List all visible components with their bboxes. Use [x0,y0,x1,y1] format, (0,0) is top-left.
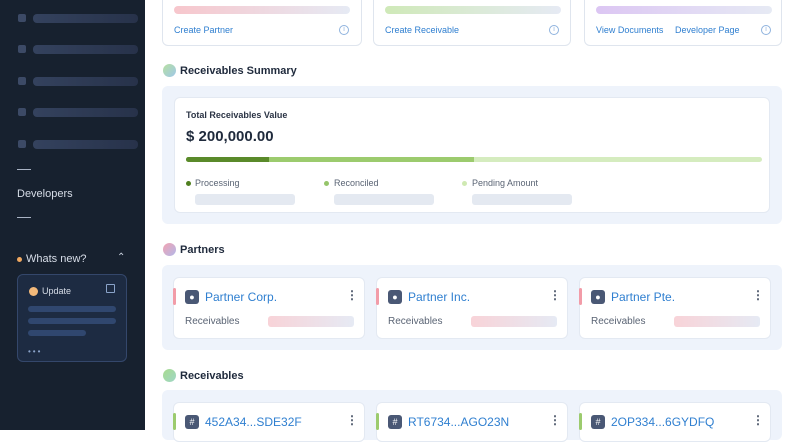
progress-reconciled [186,157,474,162]
partner-label: Receivables [591,316,646,327]
nav-icon [18,108,26,116]
section-icon [163,64,176,77]
skeleton [472,194,572,205]
nav-item[interactable] [33,140,138,149]
partner-avatar: ● [388,290,402,304]
info-icon[interactable]: i [761,25,771,35]
whats-new[interactable]: Whats new? [26,253,87,265]
progress-bar [186,157,762,162]
external-link-icon[interactable] [106,284,115,293]
accent [376,288,379,305]
partner-card[interactable]: ● Partner Corp. ⋮ Receivables [173,277,365,339]
skeleton [596,6,772,14]
summary-card: Total Receivables Value $ 200,000.00 Pro… [174,97,770,213]
page: Developers Whats new? ⌃ Update ••• Creat… [0,0,782,442]
legend-dot [186,181,191,186]
section-icon [163,243,176,256]
pager-dots: ••• [28,347,43,356]
nav-developers[interactable]: Developers [17,188,73,200]
receivable-id[interactable]: 452A34...SDE32F [205,415,302,429]
partner-avatar: ● [185,290,199,304]
receivable-icon: # [591,415,605,429]
create-receivable-link[interactable]: Create Receivable [385,25,460,35]
legend-dot [324,181,329,186]
view-documents-link[interactable]: View Documents [596,25,664,35]
summary-panel: Total Receivables Value $ 200,000.00 Pro… [162,86,782,224]
section-icon [163,369,176,382]
skeleton [674,316,760,327]
legend-dot [462,181,467,186]
skeleton [268,316,354,327]
nav-icon [18,77,26,85]
nav-icon [18,140,26,148]
divider [17,217,31,218]
partner-name[interactable]: Partner Inc. [408,290,471,304]
accent [579,288,582,305]
partner-name[interactable]: Partner Corp. [205,290,278,304]
update-card[interactable]: Update ••• [17,274,127,362]
action-card: Create Partner i [162,0,362,46]
update-line [28,318,116,324]
legend-label: Pending Amount [472,178,539,188]
developer-page-link[interactable]: Developer Page [675,25,740,35]
skeleton [471,316,557,327]
section-heading: Partners [180,244,225,256]
partner-label: Receivables [185,316,240,327]
legend-label: Reconciled [334,178,379,188]
partner-avatar: ● [591,290,605,304]
receivable-card[interactable]: # 452A34...SDE32F ⋮ [173,402,365,442]
nav-icon [18,45,26,53]
action-card: Create Receivable i [373,0,571,46]
skeleton [195,194,295,205]
summary-label: Total Receivables Value [186,110,288,120]
more-menu[interactable]: ⋮ [346,413,358,427]
accent [376,413,379,430]
divider [17,169,31,170]
update-line [28,330,86,336]
update-icon [29,287,38,296]
more-menu[interactable]: ⋮ [346,288,358,302]
accent [173,288,176,305]
collapse-icon[interactable]: ⌃ [117,252,126,263]
skeleton [385,6,561,14]
accent [173,413,176,430]
partner-card[interactable]: ● Partner Pte. ⋮ Receivables [579,277,771,339]
accent [579,413,582,430]
receivable-id[interactable]: 2OP334...6GYDFQ [611,415,715,429]
update-line [28,306,116,312]
more-menu[interactable]: ⋮ [752,288,764,302]
summary-value: $ 200,000.00 [186,128,274,145]
more-menu[interactable]: ⋮ [752,413,764,427]
section-heading: Receivables Summary [180,65,297,77]
more-menu[interactable]: ⋮ [549,413,561,427]
skeleton [174,6,350,14]
update-title: Update [42,286,72,296]
receivable-card[interactable]: # 2OP334...6GYDFQ ⋮ [579,402,771,442]
progress-processing [186,157,269,162]
sidebar: Developers Whats new? ⌃ Update ••• [0,0,145,430]
more-menu[interactable]: ⋮ [549,288,561,302]
nav-item[interactable] [33,45,138,54]
info-icon[interactable]: i [549,25,559,35]
skeleton [334,194,434,205]
partner-card[interactable]: ● Partner Inc. ⋮ Receivables [376,277,568,339]
info-icon[interactable]: i [339,25,349,35]
partner-name[interactable]: Partner Pte. [611,290,676,304]
receivable-icon: # [185,415,199,429]
create-partner-link[interactable]: Create Partner [174,25,234,35]
action-card: View Documents Developer Page i [584,0,782,46]
receivable-card[interactable]: # RT6734...AGO23N ⋮ [376,402,568,442]
nav-icon [18,14,26,22]
receivable-icon: # [388,415,402,429]
receivable-id[interactable]: RT6734...AGO23N [408,415,510,429]
nav-item[interactable] [33,14,138,23]
new-dot [17,257,22,262]
partner-label: Receivables [388,316,443,327]
legend-label: Processing [195,178,240,188]
section-heading: Receivables [180,370,244,382]
nav-item[interactable] [33,108,138,117]
nav-item[interactable] [33,77,138,86]
